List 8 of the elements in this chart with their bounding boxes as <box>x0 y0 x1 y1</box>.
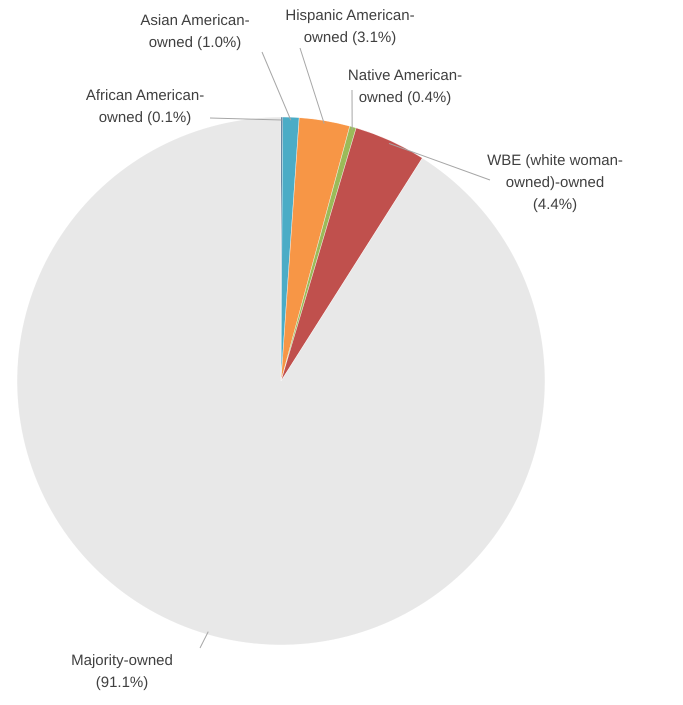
slice-label: Hispanic American-owned (3.1%) <box>285 7 415 46</box>
data-label: (4.4%) <box>532 196 578 213</box>
slice-label: African American-owned (0.1%) <box>86 87 204 126</box>
slice-label: WBE (white woman-owned)-owned <box>487 152 623 191</box>
slice-label: Asian American-owned (1.0%) <box>140 12 250 51</box>
slice-label: Majority-owned <box>71 652 173 669</box>
data-label: (91.1%) <box>96 674 148 691</box>
slice-label: Native American-owned (0.4%) <box>348 67 462 106</box>
